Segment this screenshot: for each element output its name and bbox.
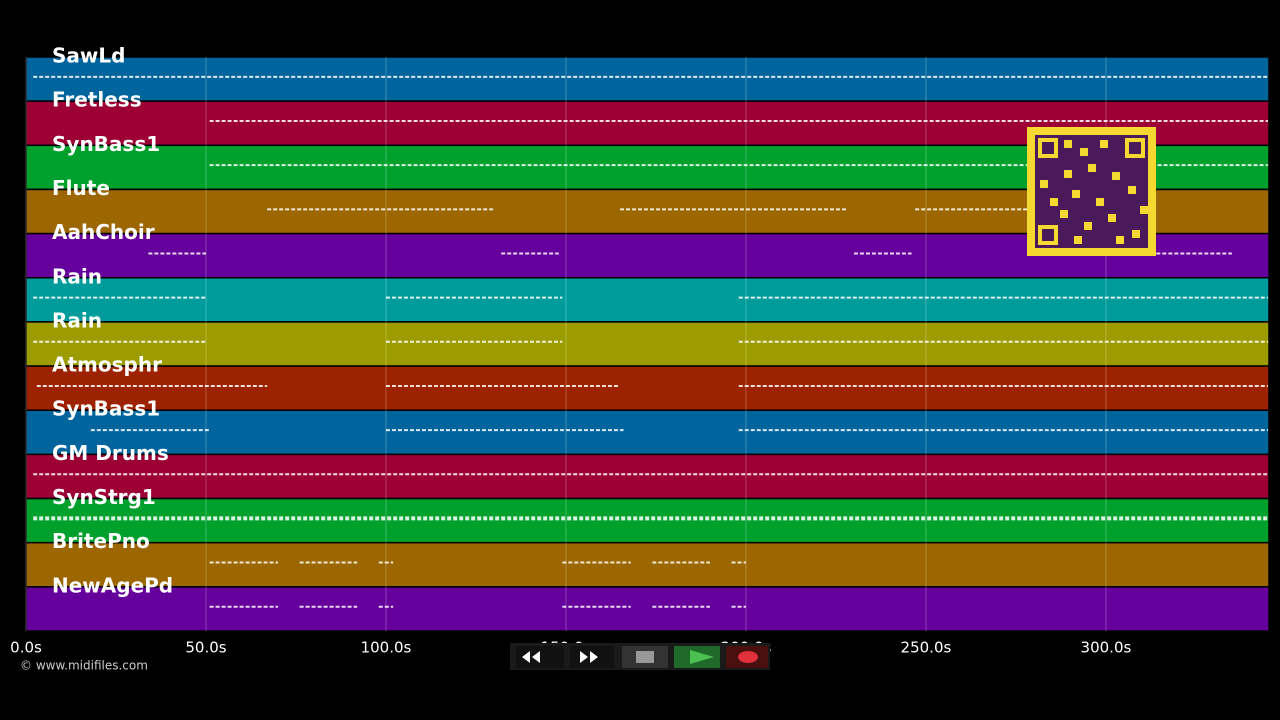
track-row: [25, 453, 1270, 500]
track-name: SynBass1: [52, 132, 160, 156]
track-name: SynStrg1: [52, 485, 156, 509]
track-row: [25, 365, 1270, 411]
grid: [25, 57, 1107, 631]
track-row: [25, 586, 1270, 632]
x-tick-label: 250.0s: [901, 639, 952, 657]
track-name: GM Drums: [52, 441, 169, 465]
track-name: SawLd: [52, 44, 125, 68]
track-name: SynBass1: [52, 397, 160, 421]
record-button[interactable]: [726, 646, 768, 668]
track-row: [25, 56, 1270, 102]
track-row: [25, 541, 1270, 588]
notes: [33, 75, 1268, 608]
track-name: NewAgePd: [52, 573, 173, 597]
track-row: [25, 321, 1270, 367]
track-row: [25, 497, 1270, 544]
track-name: Flute: [52, 176, 110, 200]
forward-button[interactable]: [570, 646, 614, 668]
track-row: [25, 277, 1270, 323]
qr-code: [1027, 127, 1156, 256]
track-name: AahChoir: [52, 220, 155, 244]
stop-button[interactable]: [622, 646, 668, 668]
x-tick-label: 50.0s: [185, 639, 226, 657]
track-row: [25, 409, 1270, 456]
track-name: Rain: [52, 264, 102, 288]
x-tick-label: 300.0s: [1081, 639, 1132, 657]
track-name: Rain: [52, 308, 102, 332]
x-tick-label: 100.0s: [361, 639, 412, 657]
track-name: BritePno: [52, 529, 150, 553]
track-labels: SawLd Fretless SynBass1 Flute AahChoir Rain Ra…: [52, 44, 173, 598]
track-name: Fretless: [52, 88, 142, 112]
play-button[interactable]: [674, 646, 720, 668]
track-name: Atmosphr: [52, 353, 162, 377]
rewind-button[interactable]: [516, 646, 564, 668]
credit: © www.midifiles.com: [20, 659, 148, 673]
transport-controls: [510, 643, 770, 670]
x-tick-label: 0.0s: [10, 639, 42, 657]
